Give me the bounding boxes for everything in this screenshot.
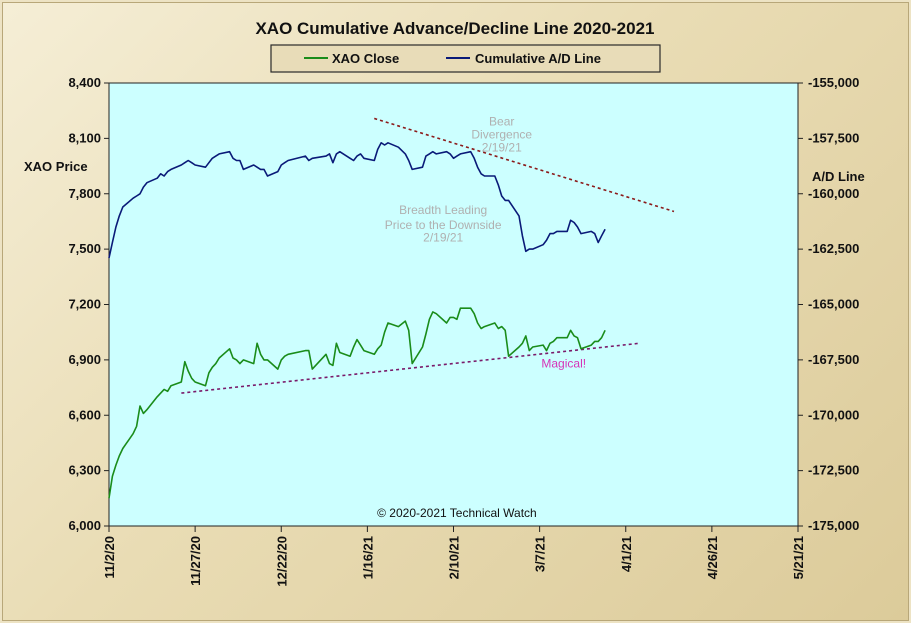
series-line-xao-close (108, 307, 606, 499)
x-tick-label: 2/10/21 (447, 536, 462, 579)
y-tick-label-left: 6,300 (68, 463, 101, 478)
y-tick-label-right: -175,000 (808, 518, 859, 533)
y-tick-label-left: 7,200 (68, 297, 101, 312)
annotation-text: 2/19/21 (482, 140, 522, 154)
trendline-2 (181, 342, 640, 394)
annotation-text: Magical! (541, 356, 586, 370)
y-tick-label-right: -157,500 (808, 130, 859, 145)
legend: XAO Close Cumulative A/D Line (270, 44, 661, 73)
series-lines (108, 142, 606, 499)
annotation-text: © 2020-2021 Technical Watch (377, 506, 537, 520)
x-tick-label: 1/16/21 (360, 536, 375, 579)
y-tick-label-right: -162,500 (808, 241, 859, 256)
series-line-ad-line (108, 142, 606, 259)
y-axis-label-left: XAO Price (24, 159, 88, 174)
x-tick-label: 5/21/21 (791, 536, 806, 579)
y-tick-label-right: -172,500 (808, 463, 859, 478)
y-tick-label-left: 6,000 (68, 518, 101, 533)
y-tick-label-right: -167,500 (808, 352, 859, 367)
y-tick-label-left: 7,500 (68, 241, 101, 256)
legend-label-xao-close: XAO Close (332, 51, 399, 66)
y-tick-label-left: 6,900 (68, 352, 101, 367)
x-tick-label: 4/26/21 (705, 536, 720, 579)
y-tick-label-right: -165,000 (808, 297, 859, 312)
y-tick-label-left: 8,100 (68, 130, 101, 145)
y-tick-label-right: -170,000 (808, 407, 859, 422)
x-tick-label: 11/27/20 (188, 536, 203, 586)
chart-title: XAO Cumulative Advance/Decline Line 2020… (255, 19, 654, 38)
trendlines (181, 117, 675, 394)
y-tick-label-right: -160,000 (808, 186, 859, 201)
trendline-1 (374, 117, 675, 213)
annotation-text: Divergence (471, 127, 532, 141)
x-tick-label: 3/7/21 (533, 536, 548, 572)
annotation-text: 2/19/21 (423, 231, 463, 245)
y-tick-label-left: 8,400 (68, 75, 101, 90)
annotation-text: Price to the Downside (385, 218, 502, 232)
y-tick-label-left: 7,800 (68, 186, 101, 201)
plot-area (108, 82, 799, 527)
x-tick-label: 12/22/20 (274, 536, 289, 587)
x-tick-label: 11/2/20 (102, 536, 117, 579)
y-tick-label-left: 6,600 (68, 407, 101, 422)
axes: 6,000 6,300 6,600 6,900 7,200 7,500 7,800 8,100… (68, 75, 859, 587)
annotation-text: Bear (489, 114, 514, 128)
legend-label-ad-line: Cumulative A/D Line (475, 51, 601, 66)
y-tick-label-right: -155,000 (808, 75, 859, 90)
y-axis-label-right: A/D Line (812, 169, 865, 184)
x-tick-label: 4/1/21 (619, 536, 634, 572)
annotation-text: Breadth Leading (399, 203, 487, 217)
